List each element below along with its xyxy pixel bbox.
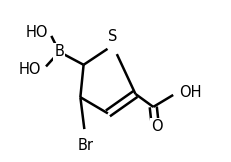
Text: HO: HO xyxy=(25,25,48,40)
Text: Br: Br xyxy=(77,138,93,153)
Text: O: O xyxy=(150,119,162,134)
Text: B: B xyxy=(54,44,64,59)
Text: OH: OH xyxy=(178,85,201,100)
Text: HO: HO xyxy=(19,62,41,77)
Text: S: S xyxy=(108,29,117,44)
